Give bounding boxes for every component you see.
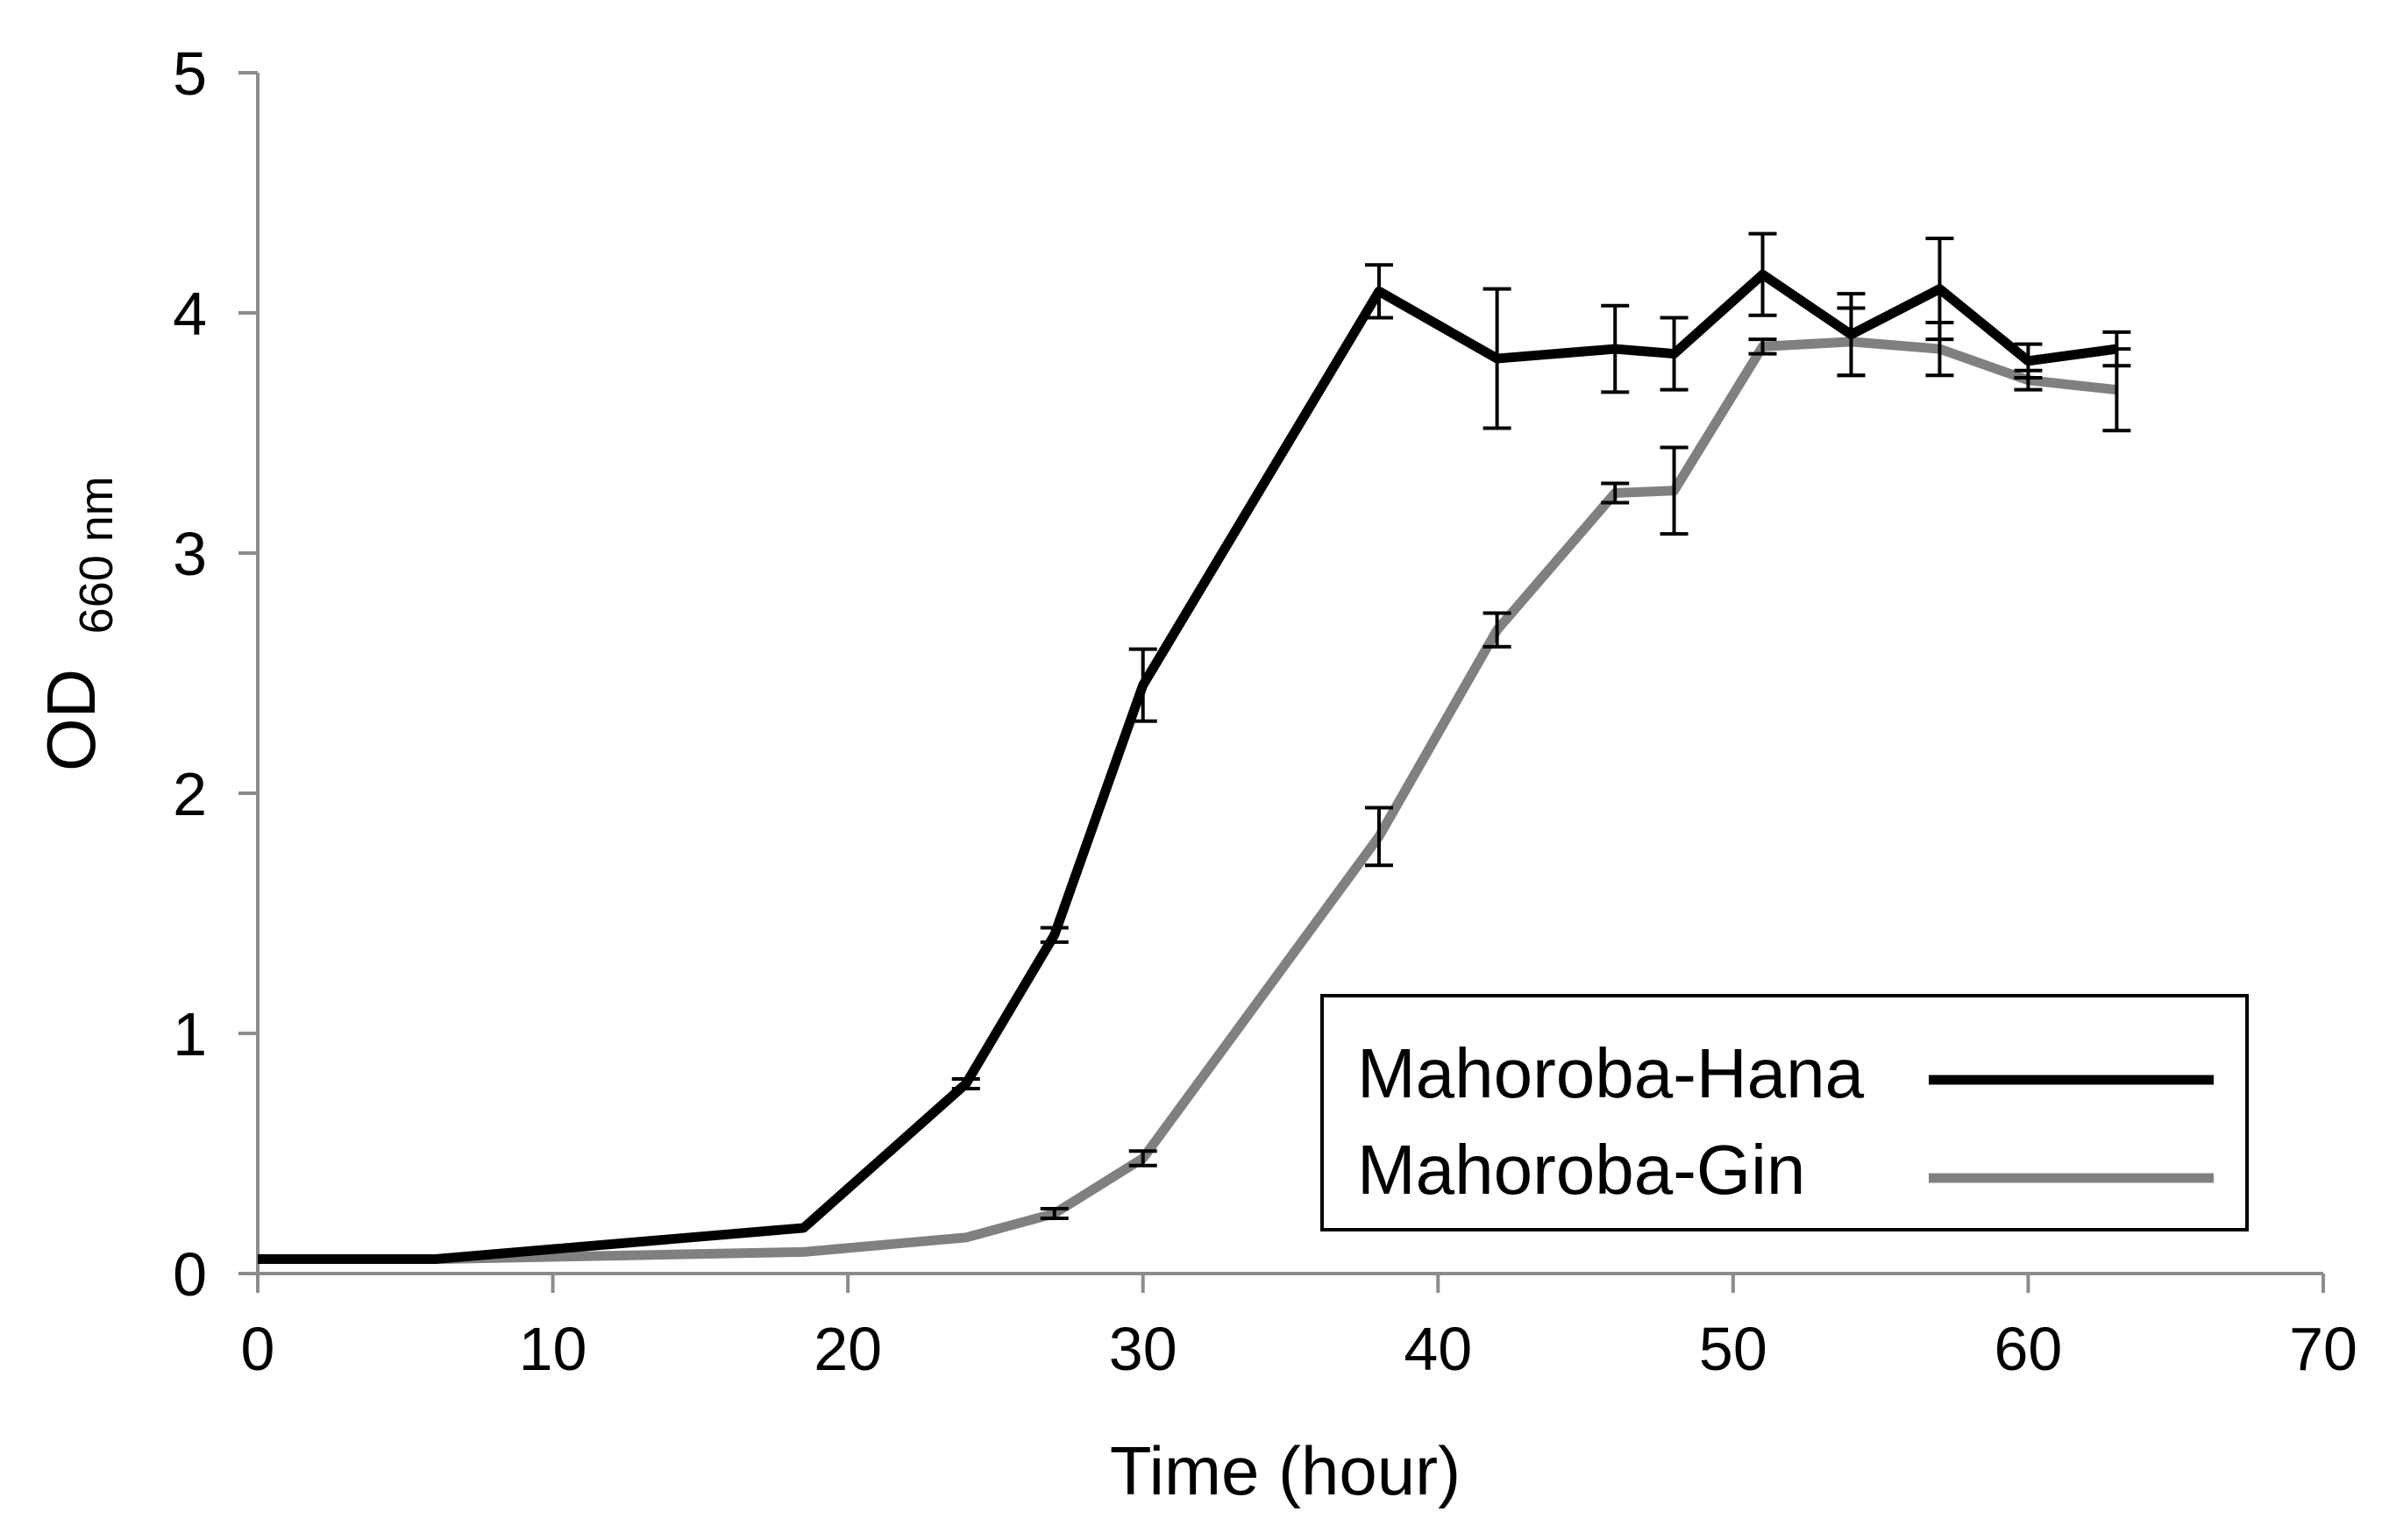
legend-label-gin: Mahoroba-Gin — [1357, 1131, 1805, 1209]
y-tick-label: 5 — [173, 39, 207, 108]
y-tick-label: 0 — [173, 1240, 207, 1309]
series-mahoroba-hana — [258, 231, 2131, 1265]
y-tick-label: 3 — [173, 520, 207, 588]
x-tick-label: 70 — [2289, 1315, 2357, 1383]
x-tick-label: 10 — [519, 1315, 587, 1383]
legend-label-hana: Mahoroba-Hana — [1357, 1034, 1865, 1112]
x-tick-label: 20 — [814, 1315, 882, 1383]
x-tick-label: 50 — [1699, 1315, 1767, 1383]
y-axis-title-main: OD — [32, 669, 110, 771]
y-tick-label: 1 — [173, 1000, 207, 1068]
series-layer — [258, 231, 2131, 1265]
x-axis-title: Time (hour) — [1110, 1432, 1461, 1509]
x-tick-label: 40 — [1404, 1315, 1472, 1383]
y-axis-title: OD 660 nm — [32, 476, 123, 771]
y-axis-title-subscript: 660 nm — [70, 476, 123, 634]
x-tick-label: 60 — [1994, 1315, 2062, 1383]
legend: Mahoroba-Hana Mahoroba-Gin — [1320, 994, 2249, 1231]
y-tick-label: 2 — [173, 760, 207, 828]
axes: 0 10 20 30 40 50 60 70 0 1 2 3 4 5 — [173, 39, 2357, 1383]
x-tick-label: 0 — [241, 1315, 275, 1383]
legend-box — [1320, 994, 2249, 1231]
y-tick-label: 4 — [173, 280, 207, 348]
x-tick-label: 30 — [1109, 1315, 1177, 1383]
